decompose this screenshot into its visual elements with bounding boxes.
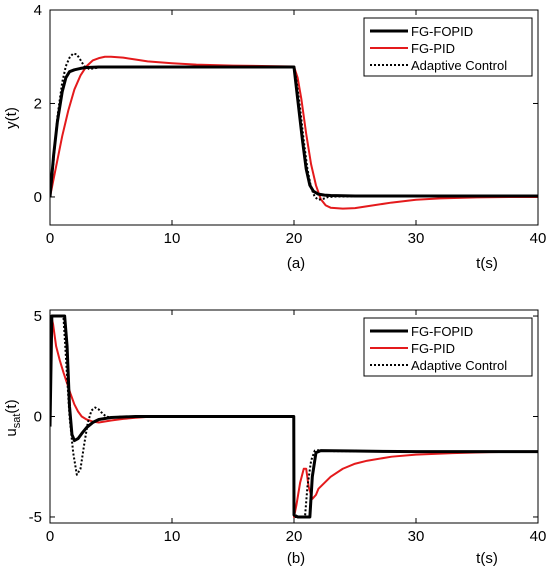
x-axis-label-b: t(s) xyxy=(476,550,498,567)
y-tick-label-b: -5 xyxy=(29,509,42,526)
ticks-b: 0 10 20 30 40-505 xyxy=(29,308,547,545)
y-tick-label-a: 0 xyxy=(34,189,42,206)
x-tick-label-a: 30 xyxy=(408,230,425,247)
series-line-fg-fopid-b xyxy=(50,314,538,519)
series-line-fg-fopid-a xyxy=(50,65,538,198)
y-tick-label-a: 4 xyxy=(34,2,42,19)
y-axis-label-b-tail: (t) xyxy=(3,399,20,413)
plot-area-a xyxy=(50,52,538,210)
panel-a: 0 10 20 30 40 0 2 4 y(t) (a) t(s) FG-FOPID FG-P… xyxy=(3,2,546,272)
panel-label-b: (b) xyxy=(287,550,305,567)
y-tick-label-a: 2 xyxy=(34,95,42,112)
x-tick-label-a: 40 xyxy=(530,230,547,247)
legend-b: FG-FOPID FG-PID Adaptive Control xyxy=(363,317,533,377)
plot-area-b xyxy=(50,314,538,519)
x-tick-label-b: 20 xyxy=(286,528,303,545)
legend-label-adaptive-b: Adaptive Control xyxy=(411,358,507,373)
x-tick-label-a: 20 xyxy=(286,230,303,247)
panel-b: 0 10 20 30 40-505 usat(t) (b) t(s) FG-FOPID … xyxy=(3,308,546,567)
ticks-a: 0 10 20 30 40 0 2 4 xyxy=(34,2,547,247)
legend-label-fg-pid-b: FG-PID xyxy=(411,341,455,356)
legend-label-fg-pid-a: FG-PID xyxy=(411,41,455,56)
x-axis-label-a: t(s) xyxy=(476,255,498,272)
y-tick-label-b: 5 xyxy=(34,308,42,325)
panel-label-a: (a) xyxy=(287,255,305,272)
y-axis-label-b: usat(t) xyxy=(3,399,23,436)
y-axis-label-b-main: u xyxy=(3,428,20,436)
legend-label-adaptive-a: Adaptive Control xyxy=(411,58,507,73)
y-tick-label-b: 0 xyxy=(34,409,42,426)
y-axis-label-a: y(t) xyxy=(3,107,20,129)
series-line-adaptive-control-a xyxy=(50,52,538,201)
x-tick-label-b: 0 xyxy=(46,528,54,545)
x-tick-label-b: 10 xyxy=(164,528,181,545)
legend-label-fg-fopid-a: FG-FOPID xyxy=(411,24,473,39)
legend-a: FG-FOPID FG-PID Adaptive Control xyxy=(363,17,533,77)
x-tick-label-a: 0 xyxy=(46,230,54,247)
legend-label-fg-fopid-b: FG-FOPID xyxy=(411,324,473,339)
x-tick-label-b: 40 xyxy=(530,528,547,545)
x-tick-label-b: 30 xyxy=(408,528,425,545)
y-axis-label-b-sub: sat xyxy=(11,414,23,429)
x-tick-label-a: 10 xyxy=(164,230,181,247)
